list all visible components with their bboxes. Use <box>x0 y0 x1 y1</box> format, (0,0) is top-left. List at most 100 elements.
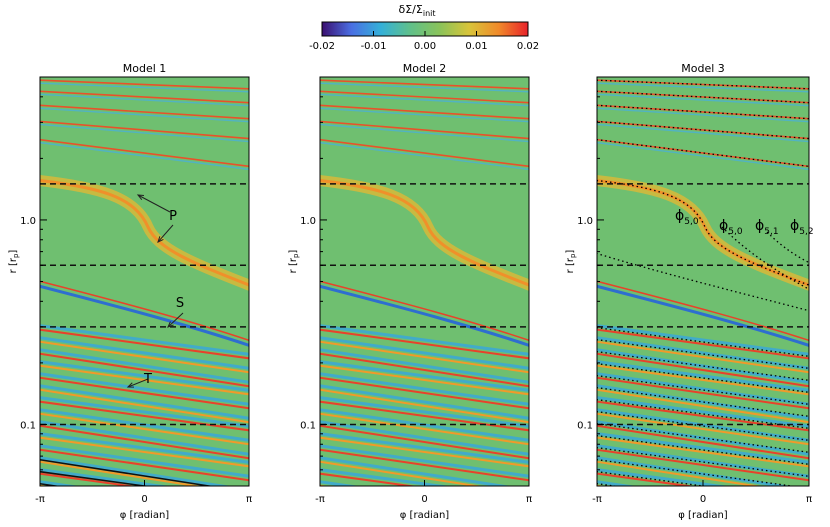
inner-arm-red <box>597 352 809 388</box>
inner-arm-red <box>40 376 249 410</box>
inner-arm-red <box>320 376 529 410</box>
annotation-arrowhead <box>136 194 145 200</box>
model-curve-dotted <box>597 327 809 357</box>
inner-arm-blue <box>40 456 232 486</box>
y-axis-label: r [rp] <box>8 250 20 274</box>
wake-pattern <box>35 79 254 527</box>
inner-arm-red <box>35 521 254 527</box>
outer-arm <box>40 79 249 90</box>
model-curve-dotted <box>597 179 809 286</box>
inner-arm-red <box>320 328 529 360</box>
outer-arm <box>40 120 249 140</box>
inner-arm-blue <box>597 336 809 370</box>
panel-model-1: Model 1 -π 0 π 1.0 0.1 φ [radian] r [rp] P S T <box>8 62 254 527</box>
inner-arm-blue <box>597 324 809 356</box>
model-curve-dotted <box>597 79 809 90</box>
outer-arm <box>320 79 529 90</box>
inner-arm-red <box>40 352 249 388</box>
inner-arm-blue <box>320 372 529 406</box>
inner-arm-red <box>320 460 483 486</box>
inner-arm-blue <box>597 384 809 420</box>
y-tick-label: 1.0 <box>577 216 593 227</box>
panel-model-2: Model 2 -π 0 π 1.0 0.1 φ [radian] r [rp] <box>288 62 534 527</box>
inner-arm-blue <box>40 432 249 464</box>
inner-primary-arm-red <box>597 280 809 342</box>
y-axis-label: r [rp] <box>565 250 577 274</box>
inner-arm-red <box>40 448 249 482</box>
inner-arm-blue <box>320 432 529 464</box>
annotation-arrow <box>127 378 149 388</box>
x-tick-label: -π <box>35 494 45 505</box>
inner-arm-red <box>597 364 809 396</box>
inner-primary-arm <box>597 284 809 347</box>
outer-arm <box>40 104 249 120</box>
inner-arm-red <box>592 521 814 527</box>
inner-arm-blue <box>40 360 249 392</box>
outer-arm <box>320 120 529 140</box>
annotation-arrow <box>157 224 174 243</box>
inner-arm-red <box>40 460 203 486</box>
x-tick-label: -π <box>315 494 325 505</box>
x-tick-label: -π <box>592 494 602 505</box>
inner-arm-red <box>40 472 138 486</box>
inner-arm-blue <box>320 396 529 428</box>
main-arm-core <box>40 179 249 287</box>
model-curve-dotted <box>597 459 797 486</box>
outer-arm-trough <box>40 141 249 171</box>
annotation-arrow <box>167 312 184 328</box>
inner-arm-blue <box>320 444 529 478</box>
outer-arm-trough <box>40 93 249 107</box>
model-curve-dotted <box>597 339 809 369</box>
inner-arm-blue <box>597 372 809 406</box>
inner-arm-red <box>320 352 529 388</box>
inner-arm-red <box>597 460 762 486</box>
model-curve-dotted <box>597 471 708 486</box>
annotation-label: S <box>176 296 184 311</box>
model-curve-dotted <box>597 435 809 465</box>
inner-arm-red <box>597 400 809 432</box>
phi-mode-label: ϕ5,1 <box>755 218 779 237</box>
annotation-arrowhead <box>157 236 164 243</box>
inner-arm-red <box>320 400 529 432</box>
outer-arm-trough <box>40 82 249 93</box>
inner-arm-red <box>320 424 529 460</box>
inner-arm-blue <box>320 348 529 384</box>
inner-arm-red <box>40 340 249 374</box>
outer-arm <box>320 90 529 104</box>
inner-arm-red <box>315 521 534 527</box>
model-curve-dotted <box>597 351 809 381</box>
inner-arm-red <box>597 376 809 410</box>
inner-arm-red <box>320 340 529 374</box>
colorbar: δΣ/Σinit -0.02 -0.01 0.00 0.01 0.02 <box>309 3 539 52</box>
inner-arm-blue <box>40 420 249 456</box>
outer-arm-trough <box>40 107 249 123</box>
inner-arm-blue <box>40 444 249 478</box>
annotation-arrow <box>137 194 171 213</box>
model-curve-dotted <box>597 90 809 104</box>
phi-mode-label: ϕ5,2 <box>790 218 814 237</box>
colorbar-tick-label: -0.01 <box>361 41 387 52</box>
inner-arm-dark <box>40 470 151 486</box>
inner-arm-red <box>40 412 249 446</box>
inner-arm-red <box>597 424 809 460</box>
y-axis-label: r [rp] <box>288 250 300 274</box>
inner-arm-red <box>40 388 249 424</box>
outer-arm-trough <box>597 123 809 143</box>
inner-arm-blue <box>40 348 249 384</box>
model-curve-dotted <box>597 387 809 417</box>
model-curve-dotted <box>597 399 809 429</box>
inner-arm-blue <box>597 348 809 384</box>
model-curve-dotted <box>597 423 809 453</box>
inner-arm-blue <box>597 432 809 464</box>
inner-arm-red <box>597 340 809 374</box>
outer-arm-trough <box>597 107 809 123</box>
outer-arm <box>40 138 249 168</box>
inner-arm-blue <box>40 324 249 356</box>
y-tick-label: 0.1 <box>300 420 316 431</box>
inner-arm-blue <box>320 360 529 392</box>
phi-mode-label: ϕ5,0 <box>675 208 699 227</box>
outer-arm-trough <box>40 123 249 143</box>
inner-arm-blue <box>320 420 529 456</box>
inner-primary-arm-red <box>40 280 249 342</box>
annotation-arrowhead <box>167 321 174 328</box>
